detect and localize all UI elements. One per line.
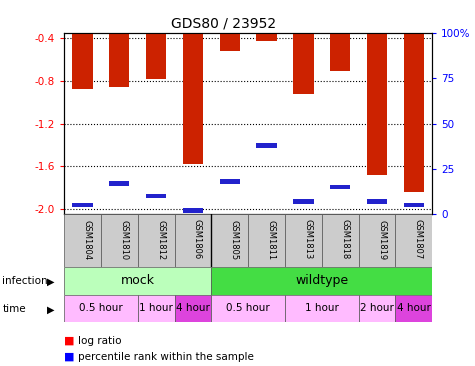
Text: time: time: [2, 303, 26, 314]
Text: GSM1813: GSM1813: [304, 220, 313, 260]
Text: 0.5 hour: 0.5 hour: [79, 303, 123, 313]
Bar: [293, 199, 314, 204]
Bar: [175, 295, 211, 322]
Bar: [183, 33, 203, 164]
Bar: [138, 214, 175, 267]
Bar: [395, 295, 432, 322]
Bar: [293, 33, 314, 94]
Bar: [367, 199, 387, 204]
Bar: [285, 295, 359, 322]
Bar: [64, 214, 101, 267]
Text: GSM1807: GSM1807: [414, 220, 423, 260]
Text: infection: infection: [2, 276, 48, 286]
Bar: [359, 214, 395, 267]
Bar: [367, 33, 387, 175]
Text: ▶: ▶: [47, 305, 54, 315]
Text: 4 hour: 4 hour: [397, 303, 431, 313]
Text: GSM1818: GSM1818: [340, 220, 349, 260]
Bar: [109, 181, 130, 186]
Text: GSM1804: GSM1804: [83, 220, 92, 259]
Bar: [256, 143, 277, 147]
Bar: [219, 33, 240, 51]
Text: percentile rank within the sample: percentile rank within the sample: [78, 352, 254, 362]
Bar: [72, 203, 93, 207]
Text: GSM1811: GSM1811: [266, 220, 276, 259]
Bar: [64, 267, 211, 295]
Bar: [146, 194, 166, 198]
Text: GSM1819: GSM1819: [377, 220, 386, 259]
Bar: [404, 203, 424, 207]
Text: GSM1805: GSM1805: [230, 220, 239, 259]
Bar: [256, 33, 277, 41]
Bar: [72, 33, 93, 89]
Text: 1 hour: 1 hour: [139, 303, 173, 313]
Bar: [322, 214, 359, 267]
Bar: [359, 295, 395, 322]
Text: GSM1810: GSM1810: [119, 220, 128, 259]
Text: ■: ■: [64, 336, 75, 346]
Text: ▶: ▶: [47, 277, 54, 287]
Bar: [109, 33, 130, 87]
Bar: [211, 214, 248, 267]
Bar: [175, 214, 211, 267]
Bar: [248, 214, 285, 267]
Text: GDS80 / 23952: GDS80 / 23952: [171, 16, 276, 30]
Bar: [330, 185, 351, 189]
Bar: [211, 267, 432, 295]
Text: 1 hour: 1 hour: [305, 303, 339, 313]
Text: mock: mock: [121, 274, 155, 287]
Text: GSM1806: GSM1806: [193, 220, 202, 260]
Bar: [395, 214, 432, 267]
Text: ■: ■: [64, 352, 75, 362]
Bar: [64, 295, 138, 322]
Text: wildtype: wildtype: [295, 274, 348, 287]
Text: GSM1812: GSM1812: [156, 220, 165, 259]
Text: log ratio: log ratio: [78, 336, 122, 346]
Bar: [330, 33, 351, 71]
Bar: [183, 208, 203, 213]
Bar: [404, 33, 424, 192]
Text: 4 hour: 4 hour: [176, 303, 210, 313]
Text: 2 hour: 2 hour: [360, 303, 394, 313]
Text: 0.5 hour: 0.5 hour: [226, 303, 270, 313]
Bar: [101, 214, 138, 267]
Bar: [211, 295, 285, 322]
Bar: [138, 295, 175, 322]
Bar: [146, 33, 166, 79]
Bar: [219, 179, 240, 184]
Bar: [285, 214, 322, 267]
